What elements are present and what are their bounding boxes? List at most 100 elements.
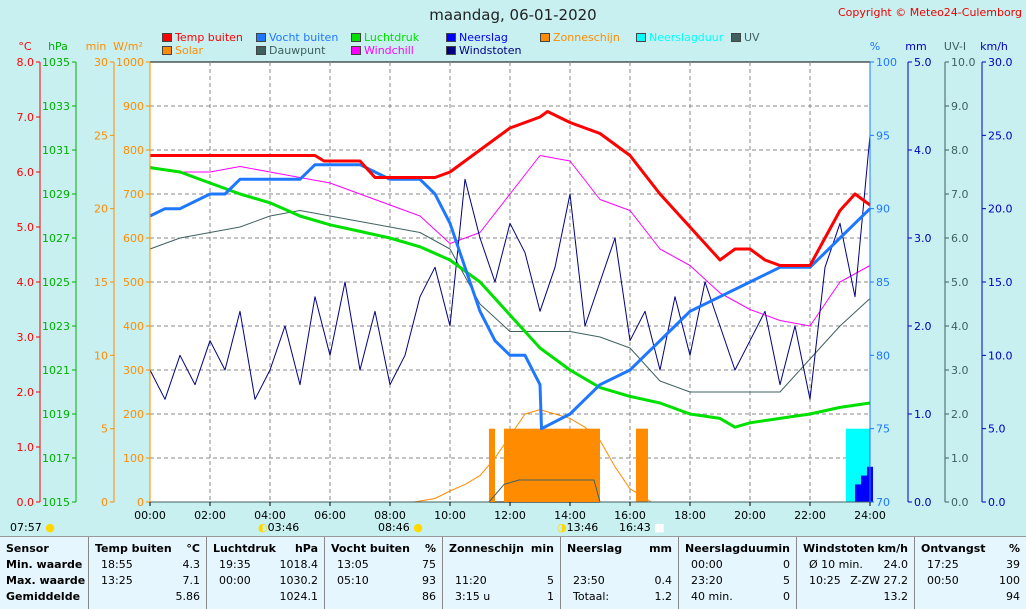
hpa-tick-label: 1025 xyxy=(42,276,70,289)
hpa-tick-label: 1017 xyxy=(42,452,70,465)
stats-row: 13:05 75 xyxy=(325,557,442,573)
stats-title: Zonneschijn xyxy=(449,542,524,555)
legend-label: Neerslagduur xyxy=(649,31,724,44)
stats-value: 86 xyxy=(422,590,436,603)
stats-value: 0.4 xyxy=(654,574,673,587)
right-unit-label: km/h xyxy=(980,40,1008,53)
legend-item: Temp buiten xyxy=(162,32,243,44)
temp-series xyxy=(150,110,871,267)
stats-value: 75 xyxy=(422,558,436,571)
left-unit-label: min xyxy=(86,40,107,53)
legend-label: Dauwpunt xyxy=(269,44,326,57)
pct-tick-label: 70 xyxy=(876,496,890,509)
stats-row: 1024.1 xyxy=(207,589,324,605)
mm-tick-label: 1.0 xyxy=(914,408,932,421)
pressure-series xyxy=(149,166,871,429)
time-tick-label: 18:00 xyxy=(674,509,706,522)
moon-icon: ◑ xyxy=(557,521,567,534)
line-layer xyxy=(149,110,872,503)
sunshine-bar xyxy=(504,428,510,502)
stats-row: 94 xyxy=(915,589,1026,605)
sunshine-bar xyxy=(522,428,528,502)
sunshine-bar xyxy=(558,428,564,502)
legend-label: Windchill xyxy=(364,44,414,57)
mm-tick-label: 5.0 xyxy=(914,56,932,69)
temp-tick-label: 1.0 xyxy=(17,441,35,454)
stats-value: 39 xyxy=(1006,558,1020,571)
left-unit-label: °C xyxy=(18,40,32,53)
legend-item: Neerslagduur xyxy=(636,32,723,44)
sunshine-bar xyxy=(540,428,546,502)
hpa-tick-label: 1027 xyxy=(42,232,70,245)
windchill-series xyxy=(149,155,871,327)
legend-label: Vocht buiten xyxy=(269,31,339,44)
stats-title: Neerslag xyxy=(567,542,623,555)
legend-label: Neerslag xyxy=(459,31,508,44)
wm2-tick-label: 0 xyxy=(137,496,144,509)
wm2-tick-label: 700 xyxy=(123,188,144,201)
stats-time: 18:55 xyxy=(101,558,133,571)
uv-tick-label: 8.0 xyxy=(951,144,969,157)
stats-row: 5.86 xyxy=(89,589,206,605)
stats-header: Temp buiten °C xyxy=(89,541,206,557)
uv-tick-label: 10.0 xyxy=(951,56,976,69)
hpa-tick-label: 1031 xyxy=(42,144,70,157)
stats-column-pressure: Luchtdruk hPa 19:35 1018.4 00:00 1030.2 1024.1 xyxy=(206,537,324,609)
rain-duration-bar xyxy=(858,428,864,502)
stats-value: 1024.1 xyxy=(279,590,319,603)
moonrise-time: ◑13:46 xyxy=(557,521,598,534)
wm2-tick-label: 100 xyxy=(123,452,144,465)
stats-column-humidity: Vocht buiten% 13:05 75 05:10 93 86 xyxy=(324,537,442,609)
stats-row: 11:20 5 xyxy=(443,573,560,589)
time-tick-label: 02:00 xyxy=(194,509,226,522)
moonset-time: ◐03:46 xyxy=(258,521,299,534)
stats-value: 0 xyxy=(783,558,790,571)
statistics-table: Sensor Min. waarde Max. waarde Gemiddelde Te… xyxy=(0,536,1026,609)
legend-item: UV xyxy=(731,32,760,44)
time-tick-label: 16:00 xyxy=(614,509,646,522)
legend-item: Dauwpunt xyxy=(256,45,325,57)
stats-column-sunshine: Zonneschijn min 11:20 5 3:15 u 1 xyxy=(442,537,560,609)
temp-tick-label: 6.0 xyxy=(17,166,35,179)
wm2-tick-label: 800 xyxy=(123,144,144,157)
legend-item: Vocht buiten xyxy=(256,32,338,44)
stats-time: 23:50 xyxy=(573,574,605,587)
legend-swatch xyxy=(446,33,456,42)
hpa-tick-label: 1035 xyxy=(42,56,70,69)
stats-time: 00:00 xyxy=(219,574,251,587)
right-unit-label: % xyxy=(870,40,880,53)
stats-row: Totaal: 1.2 xyxy=(561,589,678,605)
sunshine-bar xyxy=(564,428,570,502)
daylight-start-time: 08:46 ● xyxy=(378,521,423,534)
stats-value: 5 xyxy=(783,574,790,587)
stats-value: 1.2 xyxy=(654,590,673,603)
stats-time: 05:10 xyxy=(337,574,369,587)
stats-time: 11:20 xyxy=(455,574,487,587)
legend-swatch xyxy=(256,33,266,42)
rain-duration-bar xyxy=(864,428,870,502)
stats-column-temp: Temp buiten °C 18:55 4.3 13:25 7.1 5.86 xyxy=(88,537,206,609)
stats-unit: % xyxy=(424,542,436,555)
legend-swatch xyxy=(162,46,172,55)
uv-tick-label: 9.0 xyxy=(951,100,969,113)
legend-swatch xyxy=(256,46,266,55)
temp-tick-label: 0.0 xyxy=(17,496,35,509)
min-tick-label: 30 xyxy=(94,56,108,69)
hpa-tick-label: 1019 xyxy=(42,408,70,421)
stats-row xyxy=(561,557,678,573)
stats-value: 4.3 xyxy=(182,558,201,571)
moonrise-label: 13:46 xyxy=(566,521,599,534)
pct-tick-label: 85 xyxy=(876,276,890,289)
temp-tick-label: 2.0 xyxy=(17,386,35,399)
time-tick-label: 10:00 xyxy=(434,509,466,522)
temp-tick-label: 8.0 xyxy=(17,56,35,69)
stats-row: 17:25 39 xyxy=(915,557,1026,573)
wm2-tick-label: 400 xyxy=(123,320,144,333)
stats-row: 00:00 1030.2 xyxy=(207,573,324,589)
stats-row: 18:55 4.3 xyxy=(89,557,206,573)
stats-row: 00:50 100 xyxy=(915,573,1026,589)
stats-row: 00:00 0 xyxy=(679,557,796,573)
min-tick-label: 25 xyxy=(94,129,108,142)
stats-row xyxy=(443,557,560,573)
weather-chart: 8.0 7.0 6.0 5.0 4.0 3.0 2.0 1.0 0.0 1035 1033 1031 1… xyxy=(17,40,1013,522)
